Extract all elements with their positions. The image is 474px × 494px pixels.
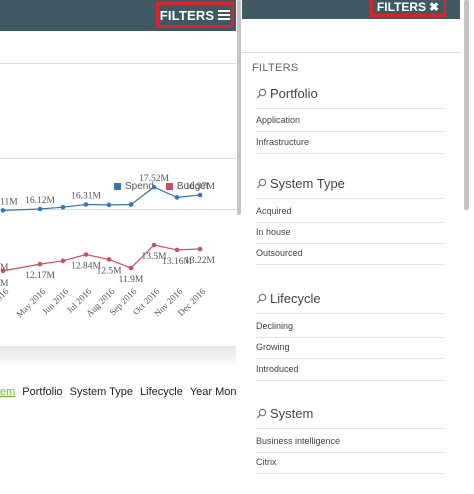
- section-title-system-type: System Type: [256, 176, 345, 191]
- filter-option[interactable]: Application: [256, 110, 444, 132]
- data-point-spend: [37, 206, 43, 212]
- section-shadow: [0, 346, 236, 368]
- legend-label: Spend: [125, 181, 154, 192]
- close-icon: ✖: [429, 0, 440, 14]
- data-label: M: [0, 279, 9, 289]
- data-point-spend: [83, 202, 89, 207]
- filter-option[interactable]: In house: [256, 222, 444, 244]
- section-title-text: System Type: [270, 176, 345, 191]
- divider: [0, 63, 236, 64]
- search-icon: [256, 408, 267, 419]
- filter-option[interactable]: Citrix: [256, 452, 444, 474]
- x-tick-label: May 2016: [14, 286, 47, 319]
- data-point-budget: [83, 252, 89, 257]
- data-point-spend: [197, 192, 203, 198]
- tab-system-type[interactable]: System Type: [69, 386, 134, 398]
- filters-panel: FILTERS ✖ FILTERS Portfolio Application …: [242, 0, 460, 494]
- tab-portfolio[interactable]: Portfolio: [22, 386, 63, 398]
- data-point-spend: [151, 184, 157, 190]
- x-tick-label: Jun 2016: [40, 286, 71, 317]
- filter-option[interactable]: Growing: [256, 337, 444, 359]
- data-point-spend: [0, 208, 6, 213]
- divider: [256, 108, 444, 109]
- search-icon: [256, 88, 267, 99]
- data-label: 13.16M: [162, 257, 192, 267]
- dashboard-panel: FILTERS Spend Budget 15.11M16.12M16.31M1…: [0, 0, 236, 494]
- filter-option[interactable]: Acquired: [256, 201, 444, 223]
- filters-label: FILTERS: [159, 7, 215, 23]
- group-by-tabs: em Portfolio System Type Lifecycle Year …: [0, 386, 236, 398]
- x-tick-label: 2016: [0, 286, 11, 306]
- section-title-system: System: [256, 406, 313, 421]
- data-point-spend: [128, 202, 134, 207]
- data-point-budget: [197, 246, 203, 252]
- section-title-portfolio: Portfolio: [256, 86, 318, 101]
- search-icon: [256, 293, 267, 304]
- filter-option[interactable]: Infrastructure: [256, 132, 444, 154]
- section-title-text: System: [270, 406, 314, 421]
- data-label: 16.12M: [25, 196, 55, 206]
- tab-year-month[interactable]: Year Month: [189, 386, 236, 398]
- scrollbar-thumb[interactable]: [237, 0, 241, 215]
- legend-item-budget[interactable]: Budget: [165, 181, 209, 192]
- divider: [256, 428, 444, 429]
- filter-option[interactable]: Business intelligence: [256, 431, 444, 453]
- hamburger-icon: [218, 10, 231, 20]
- data-label: M: [0, 263, 9, 273]
- scrollbar-thumb[interactable]: [464, 0, 469, 210]
- data-point-spend: [106, 202, 112, 208]
- section-title-text: Lifecycle: [270, 291, 321, 306]
- tab-lifecycle[interactable]: Lifecycle: [140, 386, 183, 398]
- legend-swatch: [114, 183, 121, 190]
- data-label: 12.84M: [71, 262, 101, 272]
- filter-option[interactable]: Declining: [256, 316, 444, 338]
- data-point-budget: [106, 257, 112, 262]
- chart-legend: Spend Budget: [114, 181, 209, 192]
- data-label: 16.31M: [71, 192, 101, 202]
- filter-option[interactable]: Outsourced: [256, 243, 444, 265]
- data-point-budget: [128, 265, 134, 271]
- data-label: 16.97M: [185, 182, 215, 192]
- data-point-budget: [151, 242, 157, 248]
- left-scrollbar[interactable]: [236, 0, 242, 494]
- legend-label: Budget: [176, 181, 209, 192]
- data-label: 15.11M: [0, 197, 18, 207]
- section-title-text: Portfolio: [270, 86, 318, 101]
- spend-budget-line-chart: 15.11M 16.12M 16.31M 17.52M 16.97M 12.17M 12.8…: [0, 174, 215, 319]
- right-scrollbar[interactable]: [460, 0, 474, 494]
- divider: [242, 52, 460, 53]
- data-point-budget: [174, 247, 180, 253]
- filters-toggle-button[interactable]: FILTERS: [156, 2, 234, 28]
- divider: [256, 313, 444, 314]
- data-point-budget: [60, 258, 66, 264]
- filter-option[interactable]: Introduced: [256, 359, 444, 381]
- filters-close-button[interactable]: FILTERS ✖: [370, 0, 446, 17]
- search-icon: [256, 178, 267, 189]
- tab-system[interactable]: em: [0, 386, 16, 398]
- data-label: 13.5M: [141, 252, 167, 262]
- data-label: 12.17M: [25, 271, 55, 281]
- section-title-lifecycle: Lifecycle: [256, 291, 321, 306]
- data-point-budget: [37, 261, 43, 267]
- data-label: 11.9M: [119, 275, 144, 285]
- top-bar: FILTERS: [0, 0, 236, 31]
- data-label: 12.5M: [96, 266, 122, 276]
- top-bar: FILTERS ✖: [242, 0, 460, 19]
- data-point-spend: [174, 195, 180, 200]
- filters-heading: FILTERS: [252, 62, 299, 74]
- divider: [0, 158, 236, 159]
- data-point-spend: [60, 204, 66, 210]
- legend-swatch: [165, 183, 173, 190]
- legend-item-spend[interactable]: Spend: [114, 181, 154, 192]
- divider: [0, 209, 236, 210]
- divider: [256, 198, 444, 199]
- data-label: 17.52M: [139, 174, 169, 184]
- data-point-budget: [0, 268, 6, 274]
- data-label: 13.22M: [185, 256, 215, 266]
- filters-label: FILTERS: [376, 0, 427, 14]
